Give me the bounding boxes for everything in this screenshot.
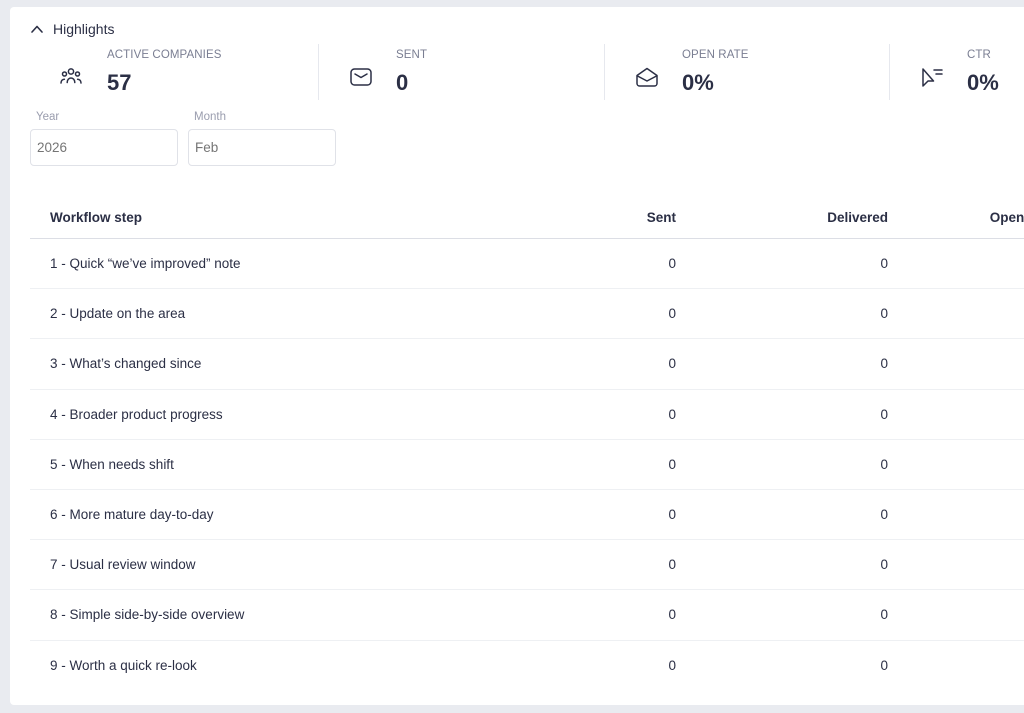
month-label: Month [194, 111, 226, 123]
mail-icon [348, 64, 374, 90]
cell-delivered: 0 [676, 338, 888, 390]
stat-open-rate: OPEN RATE 0% [634, 44, 884, 100]
stat-value: 57 [107, 70, 132, 95]
cell-step: 8 - Simple side-by-side overview [30, 589, 360, 641]
stat-sent: SENT 0 [348, 44, 598, 100]
stat-label: SENT [396, 49, 428, 61]
cell-delivered: 0 [676, 238, 888, 290]
cell-sent: 0 [360, 338, 676, 390]
cell-delivered: 0 [676, 539, 888, 591]
cell-sent: 0 [360, 389, 676, 440]
cell-sent: 0 [360, 238, 676, 290]
column-header-delivered[interactable]: Delivered [676, 197, 888, 239]
table-row[interactable]: 7 - Usual review window 0 0 0 [30, 539, 1024, 591]
cell-step: 9 - Worth a quick re-look [50, 657, 197, 673]
year-input[interactable] [30, 129, 178, 166]
workflow-table: Workflow step Sent Delivered Opened 1 - … [30, 197, 1024, 690]
cell-step: 6 - More mature day-to-day [30, 489, 360, 541]
column-header-opened[interactable]: Opened [888, 197, 1024, 239]
cell-sent: 0 [668, 657, 676, 673]
cell-step: 3 - What’s changed since [30, 338, 360, 390]
cell-step: 2 - Update on the area [30, 288, 360, 340]
cell-opened: 0 [888, 539, 1024, 591]
divider [318, 44, 319, 100]
cell-delivered: 0 [676, 288, 888, 340]
stat-label: CTR [967, 49, 991, 61]
cell-sent: 0 [360, 489, 676, 541]
cursor-click-icon [919, 64, 945, 90]
cell-step: 1 - Quick “we’ve improved” note [30, 238, 360, 290]
column-header-workflow-step[interactable]: Workflow step [30, 197, 360, 239]
table-row[interactable]: 4 - Broader product progress 0 0 0 [30, 389, 1024, 440]
cell-opened: 0 [888, 338, 1024, 390]
cell-delivered: 0 [676, 389, 888, 440]
cell-opened: 0 [888, 288, 1024, 340]
table-header-row: Workflow step Sent Delivered Opened [30, 197, 1024, 239]
stat-active-companies: ACTIVE COMPANIES 57 [58, 44, 308, 100]
cell-delivered: 0 [676, 589, 888, 641]
cell-opened: 0 [888, 640, 1024, 690]
cell-opened: 0 [888, 439, 1024, 490]
highlights-toggle[interactable]: Highlights [30, 19, 114, 39]
highlights-title: Highlights [53, 21, 115, 37]
cell-opened: 0 [888, 238, 1024, 290]
stat-value: 0% [682, 70, 714, 95]
table-row[interactable]: 2 - Update on the area 0 0 0 [30, 288, 1024, 340]
cell-delivered: 0 [676, 489, 888, 541]
table-row[interactable]: 3 - What’s changed since 0 0 0 [30, 338, 1024, 390]
users-group-icon [58, 64, 84, 90]
highlights-card: Highlights ACTIVE COMPANIES 57 SENT 0 [10, 7, 1024, 705]
stat-value: 0 [396, 70, 409, 95]
year-label: Year [36, 111, 60, 123]
divider [604, 44, 605, 100]
table-row[interactable]: 5 - When needs shift 0 0 0 [30, 439, 1024, 490]
stat-label: OPEN RATE [682, 49, 749, 61]
column-header-sent[interactable]: Sent [360, 197, 676, 239]
cell-sent: 0 [360, 288, 676, 340]
stat-ctr: CTR 0% [919, 44, 1024, 100]
month-input[interactable] [188, 129, 336, 166]
stat-value: 0% [967, 70, 999, 95]
cell-opened: 0 [888, 589, 1024, 641]
cell-opened: 0 [888, 489, 1024, 541]
table-row[interactable]: 6 - More mature day-to-day 0 0 0 [30, 489, 1024, 541]
cell-step: 5 - When needs shift [30, 439, 360, 490]
cell-sent: 0 [360, 539, 676, 591]
table-row[interactable]: 9 - Worth a quick re-look 0 0 0 [30, 640, 1024, 690]
table-row[interactable]: 8 - Simple side-by-side overview 0 0 0 [30, 589, 1024, 641]
stat-label: ACTIVE COMPANIES [107, 49, 222, 61]
table-row[interactable]: 1 - Quick “we’ve improved” note 0 0 0 [30, 238, 1024, 290]
cell-sent: 0 [360, 589, 676, 641]
cell-delivered: 0 [880, 657, 888, 673]
cell-opened: 0 [888, 389, 1024, 440]
cell-delivered: 0 [676, 439, 888, 490]
cell-step: 4 - Broader product progress [30, 389, 360, 440]
divider [889, 44, 890, 100]
cell-sent: 0 [360, 439, 676, 490]
mail-open-icon [634, 64, 660, 90]
chevron-up-icon [30, 22, 44, 36]
cell-step: 7 - Usual review window [30, 539, 360, 591]
